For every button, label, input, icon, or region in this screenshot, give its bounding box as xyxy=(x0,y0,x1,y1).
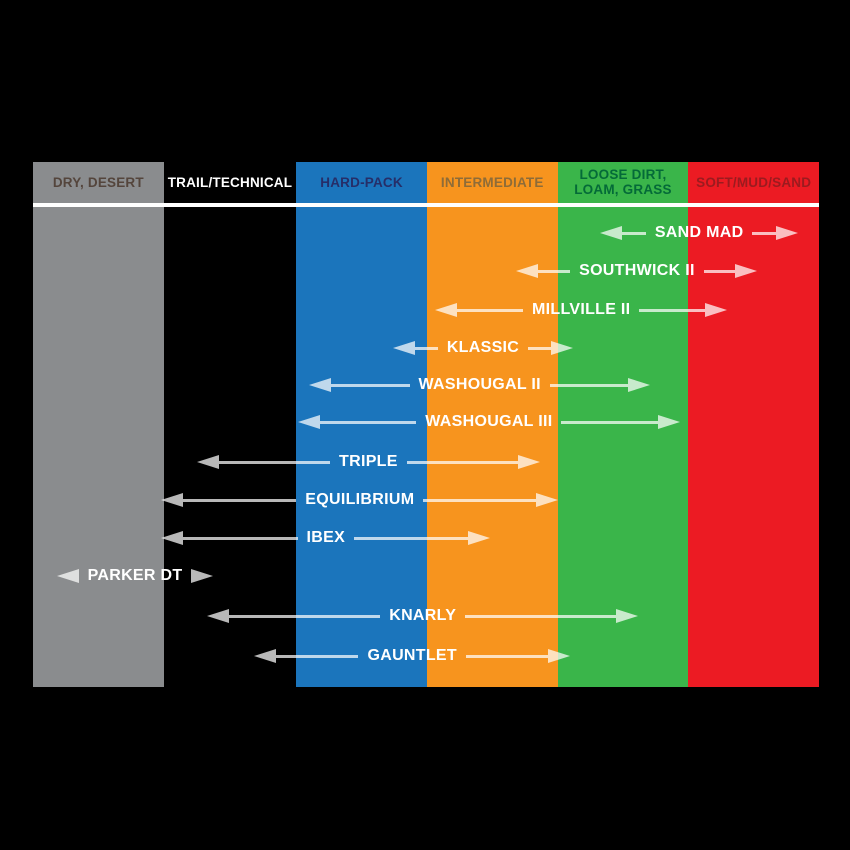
tire-name-label: EQUILIBRIUM xyxy=(305,491,415,508)
tire-row-triple: TRIPLE xyxy=(196,452,540,472)
arrow-line xyxy=(183,498,297,502)
tire-row-equilibrium: EQUILIBRIUM xyxy=(161,490,559,510)
arrow-line xyxy=(423,498,537,502)
arrow-left-icon xyxy=(254,649,277,663)
tire-row-ibex: IBEX xyxy=(161,528,491,548)
arrow-left-icon xyxy=(600,226,623,240)
arrow-line xyxy=(415,346,438,350)
arrow-line xyxy=(622,231,646,235)
arrow-left-icon xyxy=(297,415,320,429)
tire-row-gauntlet: GAUNTLET xyxy=(254,646,571,666)
tire-name-label: GAUNTLET xyxy=(367,647,457,664)
arrow-line xyxy=(549,383,629,387)
tire-row-klassic: KLASSIC xyxy=(393,338,573,358)
arrow-line xyxy=(331,383,410,387)
column-header-label: HARD-PACK xyxy=(320,174,403,190)
arrow-line xyxy=(465,654,549,658)
arrow-right-icon xyxy=(550,341,573,355)
arrow-line xyxy=(229,614,381,618)
arrow-line xyxy=(528,346,551,350)
arrow-left-icon xyxy=(207,609,230,623)
arrow-line xyxy=(538,269,571,273)
arrow-line xyxy=(465,614,617,618)
tire-row-knarly: KNARLY xyxy=(207,606,639,626)
tire-rows: SAND MAD SOUTHWICK II MILLVILLE II KLASSIC W… xyxy=(33,162,819,687)
arrow-left-icon xyxy=(393,341,416,355)
arrow-right-icon xyxy=(735,264,758,278)
arrow-right-icon xyxy=(191,569,214,583)
arrow-right-icon xyxy=(628,378,651,392)
arrow-line xyxy=(457,308,524,312)
column-header-label: LOOSE DIRT, LOAM, GRASS xyxy=(574,167,672,197)
header-divider-line xyxy=(33,203,819,207)
tire-row-millville-ii: MILLVILLE II xyxy=(435,300,728,320)
arrow-line xyxy=(561,420,659,424)
arrow-left-icon xyxy=(56,569,79,583)
tire-name-label: TRIPLE xyxy=(339,453,398,470)
arrow-left-icon xyxy=(196,455,219,469)
column-header-label: TRAIL/TECHNICAL xyxy=(167,174,293,190)
tire-name-label: SAND MAD xyxy=(654,224,744,241)
arrow-left-icon xyxy=(309,378,332,392)
arrow-left-icon xyxy=(161,531,184,545)
arrow-line xyxy=(276,654,359,658)
tire-name-label: MILLVILLE II xyxy=(532,301,631,318)
arrow-left-icon xyxy=(516,264,539,278)
arrow-left-icon xyxy=(161,493,184,507)
column-header-label: DRY, DESERT xyxy=(52,174,144,190)
arrow-line xyxy=(703,269,736,273)
arrow-right-icon xyxy=(705,303,728,317)
arrow-right-icon xyxy=(536,493,559,507)
arrow-left-icon xyxy=(435,303,458,317)
tire-name-label: WASHOUGAL III xyxy=(425,413,553,430)
tire-name-label: SOUTHWICK II xyxy=(579,262,695,279)
tire-name-label: IBEX xyxy=(306,529,346,546)
column-header-label: INTERMEDIATE xyxy=(440,174,544,190)
arrow-right-icon xyxy=(616,609,639,623)
arrow-line xyxy=(183,536,298,540)
arrow-line xyxy=(354,536,469,540)
tire-row-southwick-ii: SOUTHWICK II xyxy=(516,261,758,281)
arrow-right-icon xyxy=(776,226,799,240)
terrain-columns: DRY, DESERT TRAIL/TECHNICAL HARD-PACK INTER… xyxy=(33,162,820,687)
terrain-column-soft-mud-sand: SOFT/MUD/SAND xyxy=(688,162,820,687)
terrain-column-dry-desert: DRY, DESERT xyxy=(33,162,164,687)
tire-terrain-chart: DRY, DESERT TRAIL/TECHNICAL HARD-PACK INTER… xyxy=(33,162,820,687)
tire-row-sand-mad: SAND MAD xyxy=(600,223,799,243)
arrow-line xyxy=(319,420,417,424)
arrow-line xyxy=(639,308,706,312)
tire-name-label: PARKER DT xyxy=(87,567,183,584)
arrow-right-icon xyxy=(468,531,491,545)
arrow-line xyxy=(752,231,777,235)
tire-name-label: KLASSIC xyxy=(446,339,520,356)
tire-row-washougal-iii: WASHOUGAL III xyxy=(297,412,681,432)
arrow-right-icon xyxy=(517,455,540,469)
column-header-label: SOFT/MUD/SAND xyxy=(696,174,812,190)
terrain-column-intermediate: INTERMEDIATE xyxy=(426,162,558,687)
tire-row-parker-dt: PARKER DT xyxy=(56,566,214,586)
arrow-line xyxy=(218,460,331,464)
arrow-line xyxy=(406,460,518,464)
tire-name-label: WASHOUGAL II xyxy=(418,376,541,393)
tire-row-washougal-ii: WASHOUGAL II xyxy=(309,375,651,395)
arrow-right-icon xyxy=(658,415,681,429)
arrow-right-icon xyxy=(548,649,571,663)
tire-name-label: KNARLY xyxy=(389,607,457,624)
terrain-column-trail-technical: TRAIL/TECHNICAL xyxy=(163,162,297,687)
